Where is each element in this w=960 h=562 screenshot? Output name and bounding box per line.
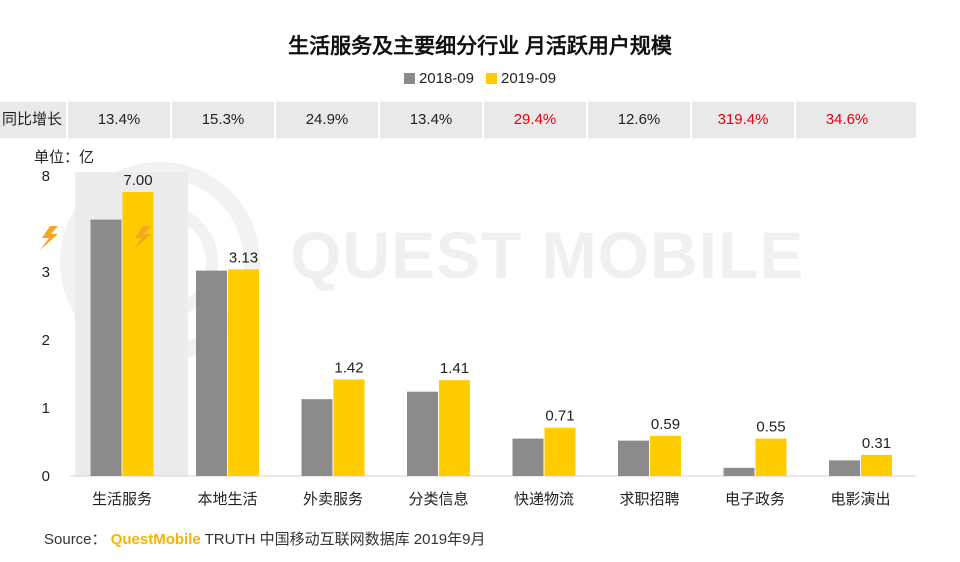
- watermark-text: QUEST MOBILE: [290, 218, 804, 292]
- bar-2018: [723, 467, 755, 476]
- data-label: 7.00: [123, 172, 152, 189]
- data-label: 3.13: [229, 249, 258, 266]
- y-tick-label: 3: [42, 264, 50, 281]
- source-rest: TRUTH 中国移动互联网数据库 2019年9月: [204, 531, 486, 548]
- legend: 2018-09 2019-09: [0, 70, 960, 87]
- yoy-cell-5: 12.6%: [586, 102, 690, 138]
- category-label: 分类信息: [408, 491, 468, 508]
- source-note: Source： QuestMobile TRUTH 中国移动互联网数据库 201…: [44, 528, 486, 549]
- category-label: 电影演出: [830, 491, 890, 508]
- bar-2019: [333, 379, 365, 476]
- bar-2019: [755, 438, 787, 476]
- bar-2019: [861, 454, 892, 476]
- axis-break-icons: [40, 226, 151, 250]
- plot-area: QUEST MOBILE 0 1 2 3 8 7.00 3.13 1.42 1.41 0.71 0…: [40, 162, 916, 508]
- yoy-row: 同比增长 13.4% 15.3% 24.9% 13.4% 29.4% 12.6%…: [0, 102, 916, 138]
- y-tick-label: 0: [42, 468, 50, 485]
- category-label: 快递物流: [514, 491, 574, 508]
- data-label: 1.41: [440, 360, 469, 377]
- yoy-cell-7: 34.6%: [794, 102, 898, 138]
- source-brand: QuestMobile: [110, 531, 201, 548]
- legend-item-2019: 2019-09: [486, 70, 556, 87]
- y-tick-label: 2: [42, 332, 50, 349]
- category-label: 本地生活: [197, 491, 257, 508]
- yoy-cell-6: 319.4%: [690, 102, 794, 138]
- data-label: 0.31: [862, 435, 891, 452]
- bar-2018: [512, 438, 544, 476]
- legend-label-2019: 2019-09: [501, 70, 557, 87]
- data-label: 0.59: [651, 416, 680, 433]
- lightning-break-icon: [40, 226, 58, 250]
- lightning-break-icon-bar: [133, 226, 151, 250]
- bar-2018: [90, 219, 122, 476]
- data-label: 1.42: [334, 359, 363, 376]
- category-label: 求职招聘: [619, 491, 679, 508]
- bar-2018: [407, 391, 438, 476]
- data-label: 0.71: [545, 408, 574, 425]
- bar-2019: [228, 269, 259, 476]
- category-label: 生活服务: [92, 491, 152, 508]
- yoy-cell-4: 29.4%: [482, 102, 586, 138]
- bar-2018: [829, 460, 860, 476]
- yoy-cell-3: 13.4%: [378, 102, 482, 138]
- legend-swatch-2018: [403, 73, 415, 84]
- yoy-label: 同比增长: [2, 111, 63, 128]
- bar-2019: [439, 380, 470, 476]
- bar-2018: [618, 440, 649, 476]
- y-tick-label: 1: [42, 400, 50, 417]
- source-prefix: Source：: [44, 531, 107, 548]
- category-label: 外卖服务: [303, 491, 363, 508]
- chart-title: 生活服务及主要细分行业 月活跃用户规模: [288, 35, 672, 58]
- yoy-cell-1: 15.3%: [170, 102, 274, 138]
- bar-2019: [122, 192, 154, 476]
- bar-2019: [544, 427, 576, 476]
- unit-label: 单位：亿: [34, 149, 95, 166]
- bar-2018: [301, 399, 333, 476]
- y-tick-label: 8: [42, 168, 50, 185]
- legend-item-2018: 2018-09: [403, 70, 474, 87]
- category-label: 电子政务: [725, 491, 785, 508]
- yoy-cell-0: 13.4%: [66, 102, 170, 138]
- bar-2019: [650, 435, 681, 476]
- legend-swatch-2019: [486, 73, 497, 84]
- bar-2018: [196, 270, 227, 476]
- yoy-cell-2: 24.9%: [274, 102, 378, 138]
- legend-label-2018: 2018-09: [418, 70, 474, 87]
- data-label: 0.55: [756, 419, 785, 436]
